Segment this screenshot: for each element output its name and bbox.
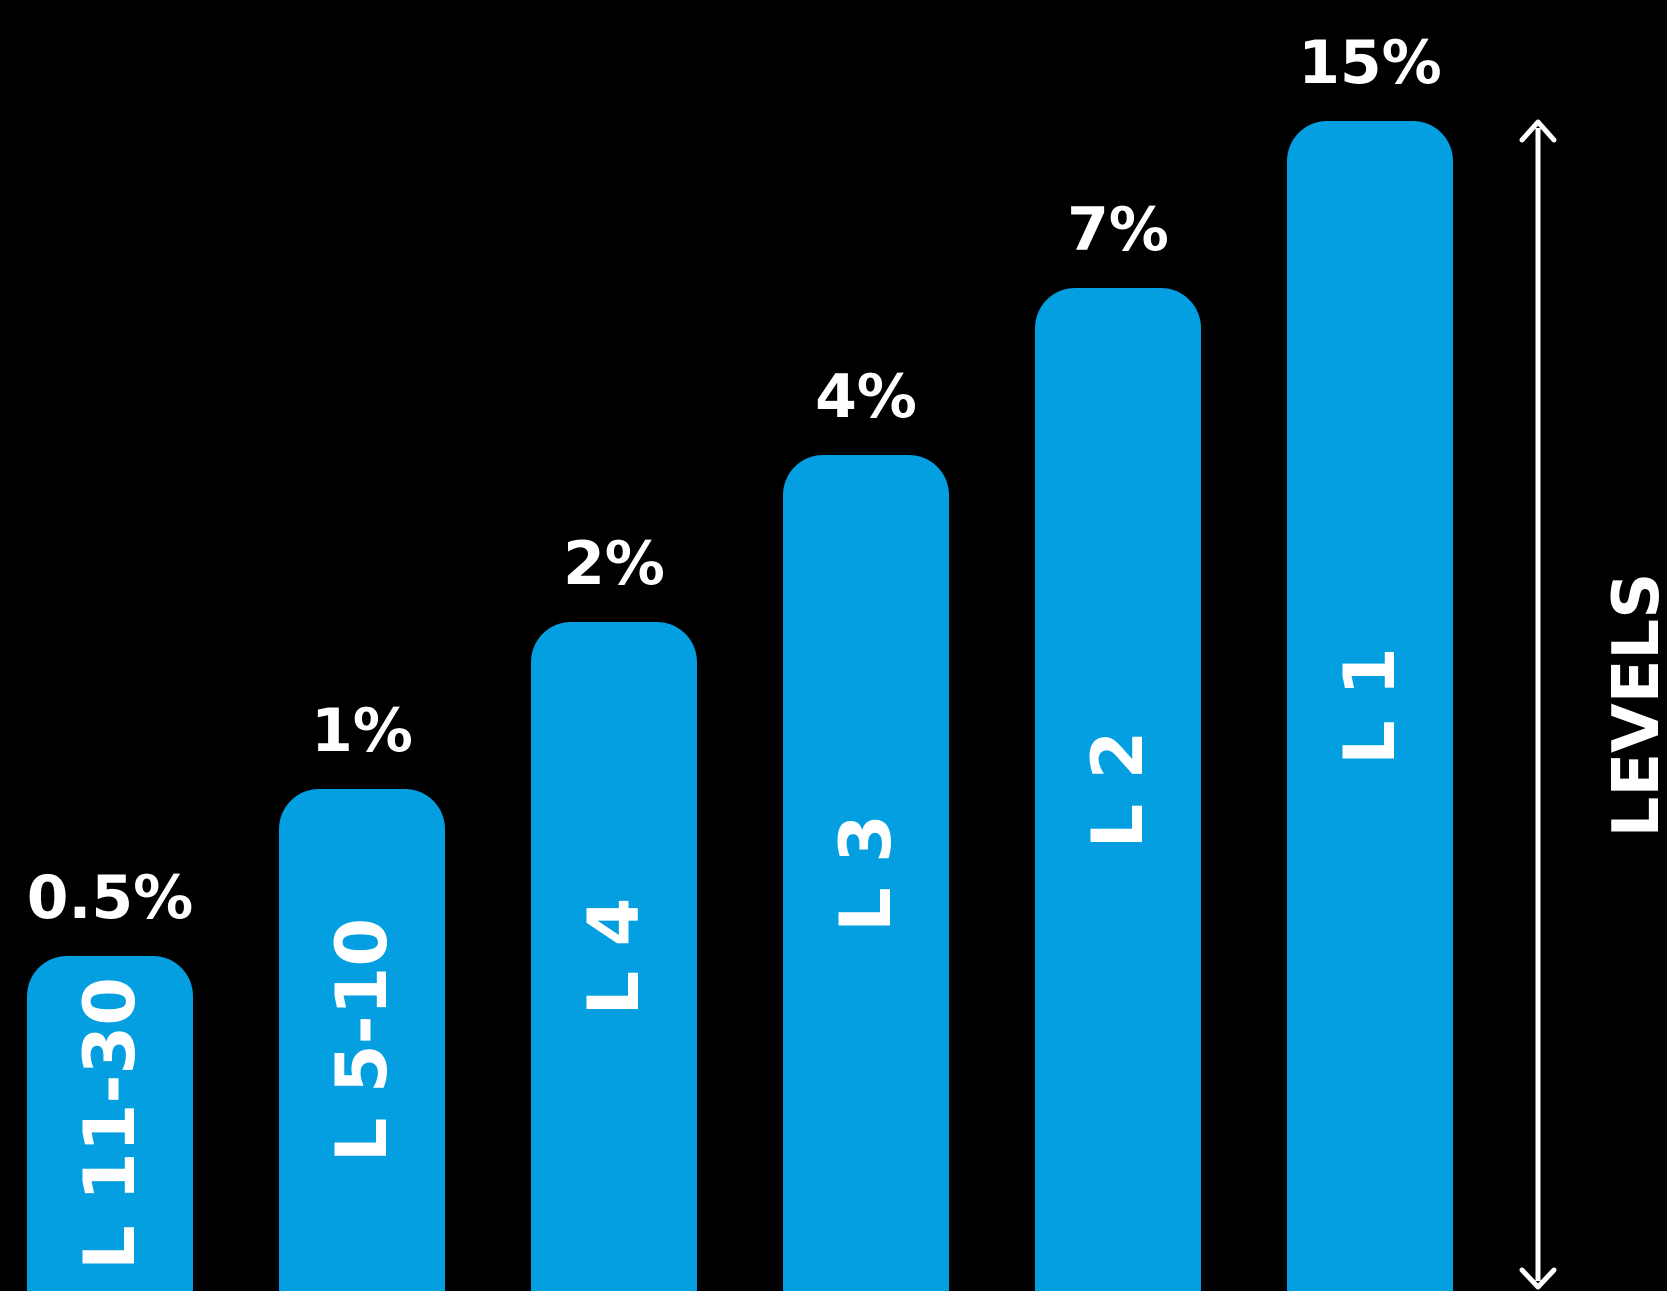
bar [1287,121,1453,1291]
bar [783,455,949,1291]
arrow-down-icon [1519,1267,1557,1290]
bar-category-label: L 4 [573,898,655,1016]
bar-value-label: 15% [1298,28,1442,98]
bar-value-label: 1% [311,696,413,766]
bar-category-label: L 2 [1077,731,1159,849]
bar-category-label: L 11-30 [69,977,151,1270]
bar [531,622,697,1291]
bar-category-label: L 1 [1329,647,1411,765]
bar-value-label: 0.5% [27,863,193,933]
bar-value-label: 2% [563,529,665,599]
bar [27,956,193,1291]
bar-category-label: L 5-10 [321,918,403,1162]
bar-value-label: 4% [815,362,917,432]
bar-category-label: L 3 [825,814,907,932]
y-axis-label: LEVELS [1600,573,1667,838]
levels-axis: LEVELS [1519,119,1667,1290]
bar [279,789,445,1291]
bars-group: 0.5% L 11-30 1% L 5-10 2% L 4 4% L 3 7% L 2 15% L 1 [27,28,1453,1291]
bar [1035,288,1201,1291]
bar-value-label: 7% [1067,195,1169,265]
arrow-up-icon [1519,119,1557,143]
